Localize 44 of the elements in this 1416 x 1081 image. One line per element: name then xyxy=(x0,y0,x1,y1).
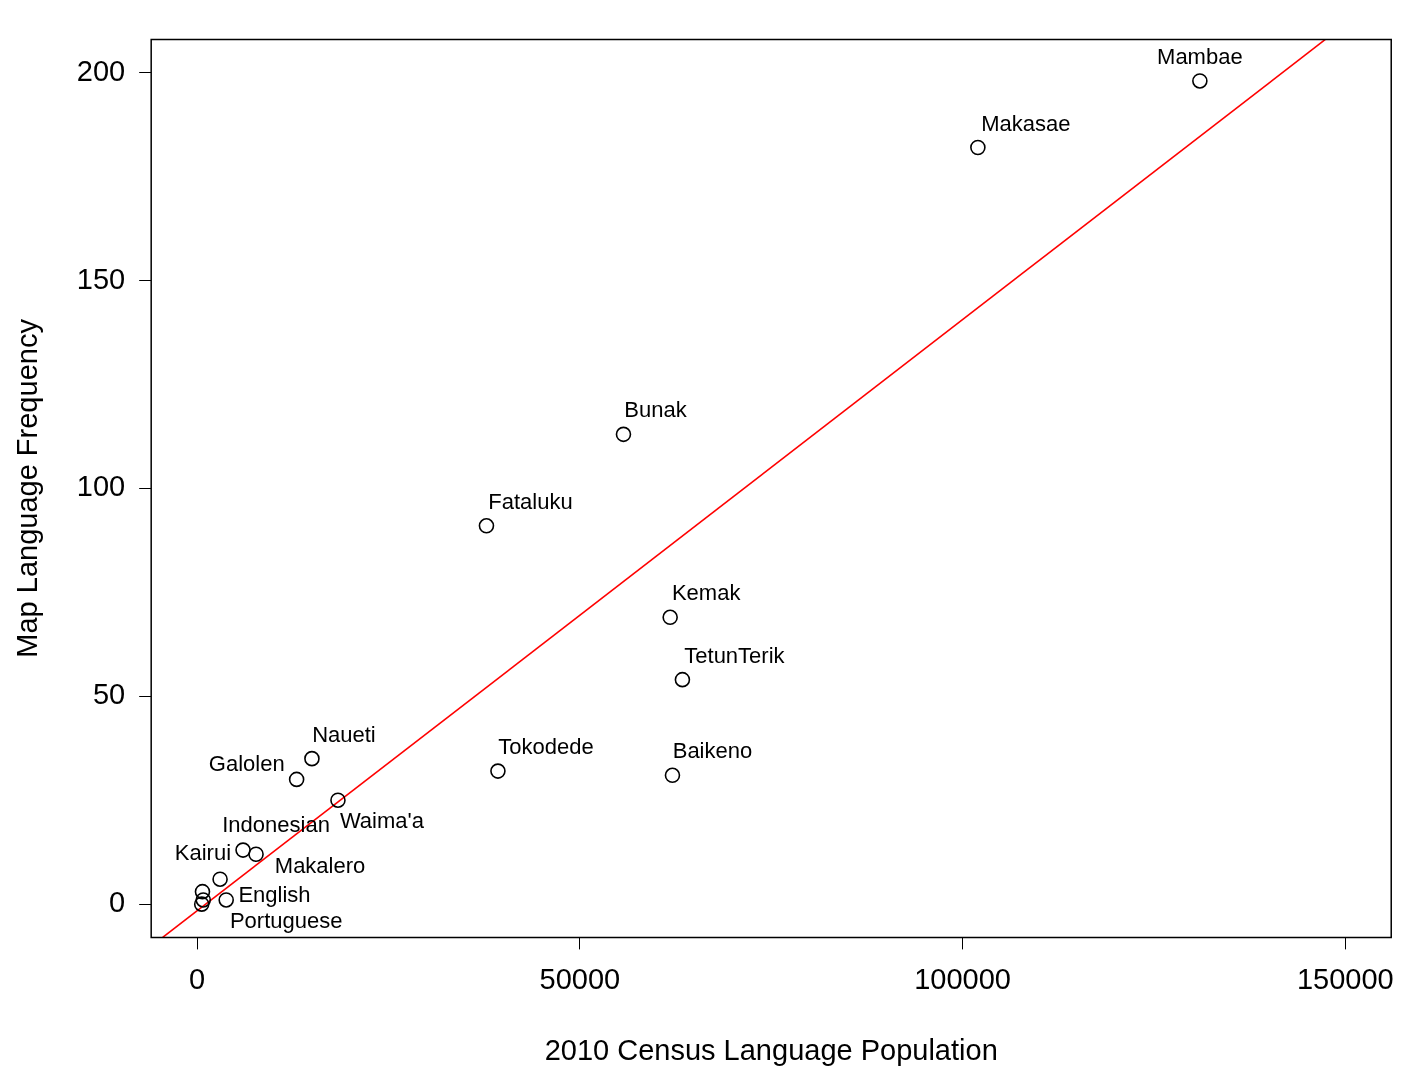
annotation: Fataluku xyxy=(488,488,573,514)
point xyxy=(674,671,691,688)
point xyxy=(330,792,346,809)
point xyxy=(970,139,986,156)
y-tick-label: 200 xyxy=(76,54,126,87)
x-axis-title: 2010 Census Language Population xyxy=(544,1033,998,1066)
point xyxy=(193,896,210,912)
annotation: Tokodede xyxy=(498,734,594,760)
annotation: Naueti xyxy=(312,721,376,747)
annotation: Baikeno xyxy=(672,738,753,764)
annotation: Makasae xyxy=(981,110,1071,136)
annotation: Mambae xyxy=(1157,44,1243,70)
y-tick-label: 100 xyxy=(76,470,126,503)
y-axis-title: Map Language Frequency xyxy=(11,318,44,658)
point xyxy=(1192,73,1208,89)
y-tick-label: 50 xyxy=(92,678,126,711)
point xyxy=(218,892,234,908)
point xyxy=(288,771,305,788)
annotation: Waima'a xyxy=(339,808,425,834)
annotation: Portuguese xyxy=(229,908,343,934)
annotation: Kairui xyxy=(174,840,232,866)
point xyxy=(248,846,264,863)
point xyxy=(615,426,632,443)
point xyxy=(194,883,211,900)
y-tick-label: 0 xyxy=(109,886,126,919)
x-tick-label: 50000 xyxy=(539,962,621,995)
annotation: Makalero xyxy=(274,853,366,879)
point xyxy=(212,871,228,887)
annotation: TetunTerik xyxy=(684,642,786,668)
annotation: Galolen xyxy=(208,751,285,777)
x-tick-label: 0 xyxy=(189,962,206,995)
point xyxy=(304,750,320,767)
y-tick-label: 150 xyxy=(76,262,126,295)
point xyxy=(664,767,681,784)
x-tick-label: 150000 xyxy=(1296,962,1394,995)
point xyxy=(195,892,212,908)
annotation: Bunak xyxy=(624,397,688,423)
point xyxy=(490,763,506,779)
annotation: Kemak xyxy=(671,580,742,606)
point xyxy=(235,842,251,858)
annotation: English xyxy=(238,881,311,907)
x-tick-label: 100000 xyxy=(914,962,1011,995)
point xyxy=(478,518,495,534)
point xyxy=(662,609,678,626)
